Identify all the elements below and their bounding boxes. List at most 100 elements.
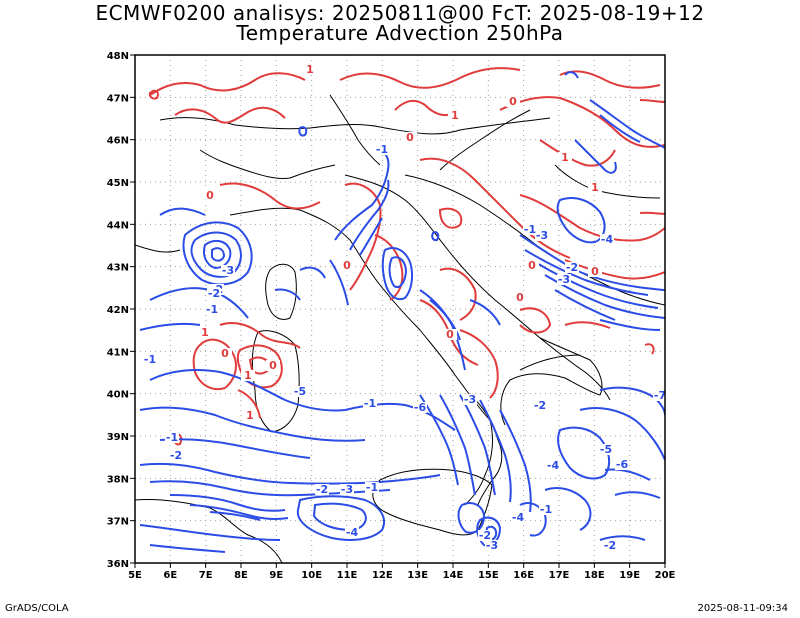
- contour-label-bg: [340, 260, 354, 271]
- contour-label-bg: [303, 64, 317, 75]
- contour-label-bg: [535, 230, 549, 241]
- lat-tick-label: 44N: [107, 220, 129, 231]
- footer-grads-cola: GrADS/COLA: [5, 603, 69, 614]
- contour-label-bg: [525, 260, 539, 271]
- contour-label: 1: [201, 326, 209, 339]
- contour-label-bg: [403, 132, 417, 143]
- contour-label-bg: [241, 370, 255, 381]
- contour-label: -6: [414, 401, 427, 414]
- contour-label: -2: [479, 529, 491, 542]
- contour-label-bg: [533, 400, 547, 411]
- lon-tick-label: 17E: [549, 570, 570, 581]
- lon-tick-label: 16E: [513, 570, 534, 581]
- contour-label-bg: [165, 432, 179, 443]
- contour-label-bg: [198, 327, 212, 338]
- positive-advection-contours: [148, 67, 665, 446]
- contour-label-bg: [221, 265, 235, 276]
- contour-label-bg: [485, 540, 499, 551]
- lon-tick-label: 10E: [301, 570, 322, 581]
- lat-tick-label: 39N: [107, 432, 129, 443]
- lat-tick-label: 37N: [107, 517, 129, 528]
- contour-label: 0: [509, 95, 517, 108]
- contour-label: 1: [561, 151, 569, 164]
- contour-label: 0: [221, 347, 229, 360]
- contour-label: 1: [246, 409, 254, 422]
- contour-label: -2: [170, 449, 182, 462]
- contour-label: 0: [516, 291, 524, 304]
- lon-tick-label: 20E: [655, 570, 676, 581]
- lon-tick-label: 13E: [407, 570, 428, 581]
- contour-label: 1: [451, 109, 459, 122]
- contour-label: -3: [486, 539, 498, 552]
- lon-tick-label: 19E: [619, 570, 640, 581]
- lon-tick-label: 14E: [443, 570, 464, 581]
- contour-label-bg: [615, 459, 629, 470]
- contour-label-bg: [375, 144, 389, 155]
- contour-label-bg: [205, 304, 219, 315]
- axis-ticks: 5E 6E 7E 8E 9E 10E 11E 12E 13E 14E 15E 16E 17E 18E 19E…: [107, 51, 676, 581]
- contour-label-bg: [448, 110, 462, 121]
- contour-label: -2: [566, 261, 578, 274]
- contour-label: -4: [512, 511, 525, 524]
- contour-label-bg: [603, 540, 617, 551]
- contour-label-bg: [523, 224, 537, 235]
- contour-label: 1: [591, 181, 599, 194]
- lon-tick-label: 18E: [584, 570, 605, 581]
- lon-tick-label: 6E: [163, 570, 177, 581]
- contour-label: -1: [366, 481, 378, 494]
- contour-label-bg: [169, 450, 183, 461]
- contour-label-bg: [565, 262, 579, 273]
- contour-label: 0: [343, 259, 351, 272]
- contour-label: -1: [376, 143, 388, 156]
- contour-label: -2: [604, 539, 616, 552]
- contour-label: -4: [346, 526, 359, 539]
- contour-label: -6: [616, 458, 629, 471]
- contour-label-bg: [546, 460, 560, 471]
- contour-label: -2: [208, 287, 220, 300]
- title-line-1: ECMWF0200 analisys: 20250811@00 FcT: 202…: [95, 1, 705, 25]
- contour-label: -4: [601, 233, 614, 246]
- lon-tick-label: 15E: [478, 570, 499, 581]
- lat-tick-label: 40N: [107, 390, 129, 401]
- lon-tick-label: 11E: [337, 570, 358, 581]
- lon-tick-label: 9E: [269, 570, 283, 581]
- contour-label-bg: [478, 530, 492, 541]
- contour-label: -7: [654, 389, 666, 402]
- lat-tick-label: 42N: [107, 305, 129, 316]
- contour-label-bg: [588, 266, 602, 277]
- contour-label: -2: [316, 483, 328, 496]
- contour-label-bg: [203, 190, 217, 201]
- contour-label-bg: [243, 410, 257, 421]
- contour-label-bg: [506, 96, 520, 107]
- negative-advection-contours: [139, 71, 665, 553]
- contour-label: -3: [464, 393, 476, 406]
- contour-label: -1: [524, 223, 536, 236]
- contour-label: -2: [534, 399, 546, 412]
- contour-label-bg: [558, 152, 572, 163]
- lat-tick-label: 38N: [107, 474, 129, 485]
- lon-tick-label: 12E: [372, 570, 393, 581]
- contour-label-bg: [218, 348, 232, 359]
- contour-label-bg: [293, 386, 307, 397]
- contour-label: 0: [206, 189, 214, 202]
- contour-label-bg: [511, 512, 525, 523]
- contour-label: 0: [528, 259, 536, 272]
- lon-tick-label: 5E: [128, 570, 142, 581]
- lat-tick-label: 43N: [107, 263, 129, 274]
- contour-label: -3: [222, 264, 234, 277]
- contour-label-bg: [345, 527, 359, 538]
- lat-tick-label: 47N: [107, 93, 129, 104]
- contour-label-bg: [340, 484, 354, 495]
- contour-label: -1: [144, 353, 156, 366]
- contour-label-bg: [599, 444, 613, 455]
- contour-label-bg: [600, 234, 614, 245]
- contour-label-bg: [315, 484, 329, 495]
- contour-label-bg: [653, 390, 667, 401]
- contour-label: -3: [536, 229, 548, 242]
- contour-label: -3: [558, 273, 570, 286]
- contour-label: -1: [540, 503, 552, 516]
- contour-label-bg: [365, 482, 379, 493]
- contour-label-bg: [557, 274, 571, 285]
- lon-tick-label: 7E: [199, 570, 213, 581]
